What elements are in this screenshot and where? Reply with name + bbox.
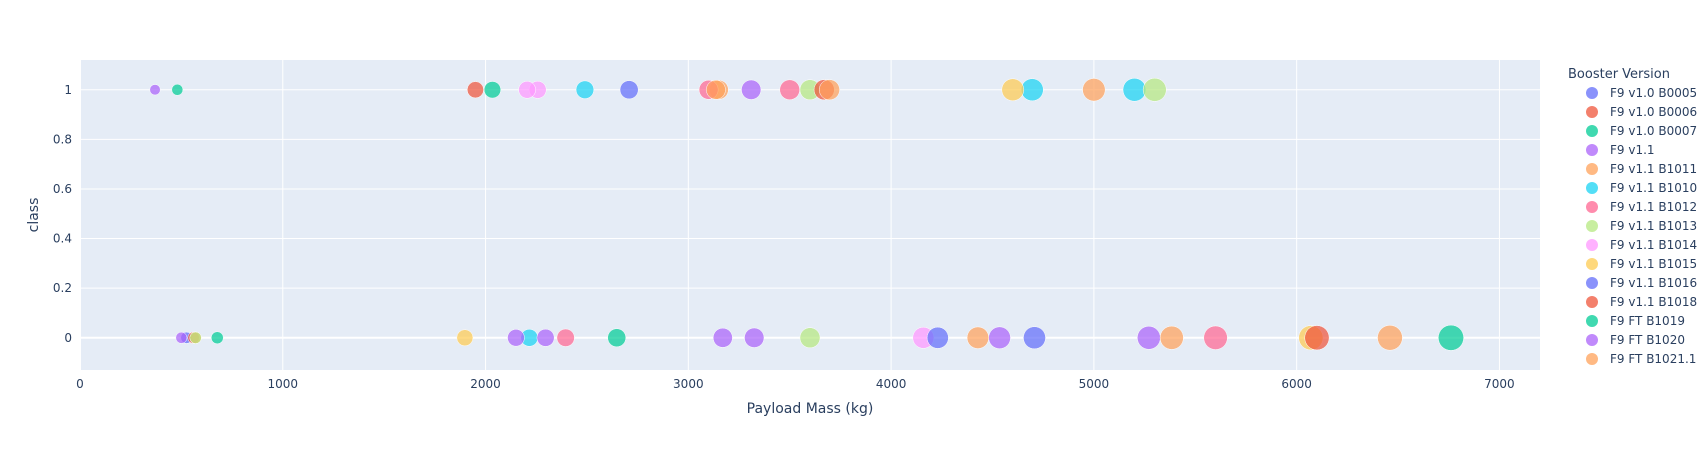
data-point: [536, 328, 555, 347]
tick-labels: 0 1000 2000 3000 4000 5000 6000 7000 0 0.2 0.4 0.6 0…: [53, 83, 1515, 391]
data-point: [1137, 325, 1161, 350]
data-point: [619, 80, 639, 100]
x-tick-label: 7000: [1484, 377, 1515, 391]
data-point: [819, 79, 840, 101]
data-point: [575, 80, 595, 99]
legend-marker: [1586, 296, 1598, 308]
plot-area: [80, 60, 1540, 370]
data-point: [1023, 326, 1046, 350]
legend-item-label: F9 v1.0 B0007: [1610, 124, 1697, 138]
data-point: [706, 79, 726, 100]
data-point: [189, 331, 202, 344]
data-point: [210, 331, 224, 345]
x-tick-label: 5000: [1079, 377, 1110, 391]
legend-item-label: F9 FT B1021.1: [1610, 352, 1696, 366]
y-axis-title: class: [26, 198, 42, 233]
data-point: [1203, 325, 1228, 350]
x-tick-label: 1000: [268, 377, 299, 391]
legend-item-label: F9 v1.1 B1014: [1610, 238, 1697, 252]
legend-marker: [1586, 106, 1598, 118]
y-tick-label: 0.6: [53, 182, 72, 196]
data-point: [466, 81, 484, 99]
legend-item-label: F9 v1.1 B1011: [1610, 162, 1697, 176]
x-axis-title: Payload Mass (kg): [747, 401, 874, 417]
y-tick-label: 1: [64, 83, 72, 97]
data-point: [1122, 78, 1147, 102]
y-tick-label: 0.2: [53, 281, 72, 295]
legend-item-label: F9 v1.1 B1013: [1610, 219, 1697, 233]
y-tick-label: 0.4: [53, 232, 72, 246]
legend-marker: [1586, 353, 1598, 365]
legend-marker: [1586, 182, 1598, 194]
legend: Booster Version F9 v1.0 B0005 F9 v1.0 B00…: [1568, 67, 1697, 366]
legend-item-label: F9 v1.1 B1015: [1610, 257, 1697, 271]
legend-item-label: F9 FT B1019: [1610, 314, 1685, 328]
x-tick-label: 6000: [1281, 377, 1312, 391]
legend-marker: [1586, 201, 1598, 213]
data-point: [1377, 325, 1403, 351]
data-point: [1001, 78, 1025, 102]
data-point: [1438, 324, 1464, 351]
data-point: [799, 327, 821, 349]
legend-marker: [1586, 315, 1598, 327]
data-point: [607, 328, 627, 348]
x-tick-label: 3000: [673, 377, 704, 391]
legend-item-label: F9 v1.1 B1018: [1610, 295, 1697, 309]
data-point: [966, 326, 989, 349]
legend-item-label: F9 v1.1 B1012: [1610, 200, 1697, 214]
data-point: [744, 327, 765, 348]
data-point: [1020, 78, 1044, 102]
legend-marker: [1586, 239, 1598, 251]
data-point: [1142, 77, 1167, 102]
legend-title: Booster Version: [1568, 67, 1670, 82]
legend-item-label: F9 v1.1: [1610, 143, 1655, 157]
data-point: [456, 329, 474, 347]
data-point: [1304, 325, 1330, 351]
data-point: [1082, 78, 1106, 102]
legend-marker: [1586, 163, 1598, 175]
data-point: [518, 80, 536, 99]
legend-item-label: F9 v1.1 B1016: [1610, 276, 1697, 290]
x-tick-label: 0: [76, 377, 84, 391]
legend-marker: [1586, 220, 1598, 232]
x-tick-label: 2000: [470, 377, 501, 391]
legend-marker: [1586, 87, 1598, 99]
legend-marker: [1586, 144, 1598, 156]
data-point: [779, 79, 800, 100]
data-point: [171, 83, 184, 96]
legend-item-label: F9 v1.0 B0006: [1610, 105, 1697, 119]
legend-item-label: F9 v1.0 B0005: [1610, 86, 1697, 100]
data-point: [556, 328, 575, 347]
data-point: [483, 81, 502, 99]
data-point: [149, 84, 161, 96]
data-point: [175, 331, 188, 344]
legend-marker: [1586, 258, 1598, 270]
legend-item-label: F9 v1.1 B1010: [1610, 181, 1697, 195]
data-point: [1159, 325, 1184, 350]
legend-item-label: F9 FT B1020: [1610, 333, 1685, 347]
data-point: [926, 326, 949, 349]
x-tick-label: 4000: [876, 377, 907, 391]
data-points: [149, 77, 1464, 351]
legend-marker: [1586, 125, 1598, 137]
data-point: [507, 329, 525, 347]
legend-marker: [1586, 277, 1598, 289]
y-tick-label: 0: [64, 331, 72, 345]
data-point: [741, 79, 762, 100]
data-point: [988, 326, 1011, 349]
data-point: [712, 327, 733, 348]
y-tick-label: 0.8: [53, 132, 72, 146]
legend-marker: [1586, 334, 1598, 346]
